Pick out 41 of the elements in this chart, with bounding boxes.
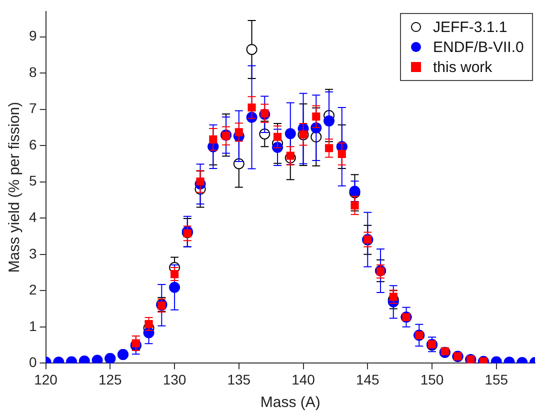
y-tick-label: 1 [28, 318, 37, 334]
x-tick-label: 125 [98, 371, 122, 388]
x-tick-label: 155 [484, 371, 508, 388]
x-tick-label: 150 [420, 371, 444, 388]
point [284, 128, 296, 140]
point [273, 132, 282, 141]
point [338, 150, 346, 158]
x-tick-label: 145 [356, 371, 380, 388]
y-tick-label: 4 [28, 208, 37, 225]
point [350, 201, 359, 210]
x-tick-label: 135 [227, 371, 251, 388]
y-tick-label: 7 [28, 100, 37, 116]
point [234, 128, 243, 136]
y-tick-label: 8 [28, 64, 37, 80]
y-axis-title: Mass yield (% per fission) [6, 102, 24, 273]
y-tick-label: 9 [28, 28, 37, 44]
x-tick-label: 140 [292, 371, 316, 388]
point [246, 44, 258, 55]
point [248, 103, 256, 112]
point [324, 115, 335, 126]
point [196, 177, 204, 186]
point [92, 354, 103, 364]
legend-label: JEFF-3.1.1 [433, 18, 508, 36]
x-tick-label: 130 [162, 371, 186, 388]
point [169, 282, 180, 293]
point [440, 347, 449, 356]
x-axis-title: Mass (A) [260, 394, 320, 412]
point [260, 109, 269, 118]
point [286, 152, 294, 160]
y-tick-label: 6 [28, 136, 37, 152]
point [209, 135, 218, 144]
point [132, 339, 140, 348]
y-tick-label: 0 [28, 354, 37, 370]
point [324, 144, 334, 152]
legend-label: ENDF/B-VII.0 [433, 38, 524, 56]
y-tick-label: 2 [28, 282, 37, 298]
legend-label: this work [433, 58, 492, 76]
y-tick-label: 3 [28, 245, 37, 262]
x-tick-label: 120 [34, 371, 58, 388]
y-tick-label: 5 [28, 172, 37, 189]
point [312, 112, 320, 121]
